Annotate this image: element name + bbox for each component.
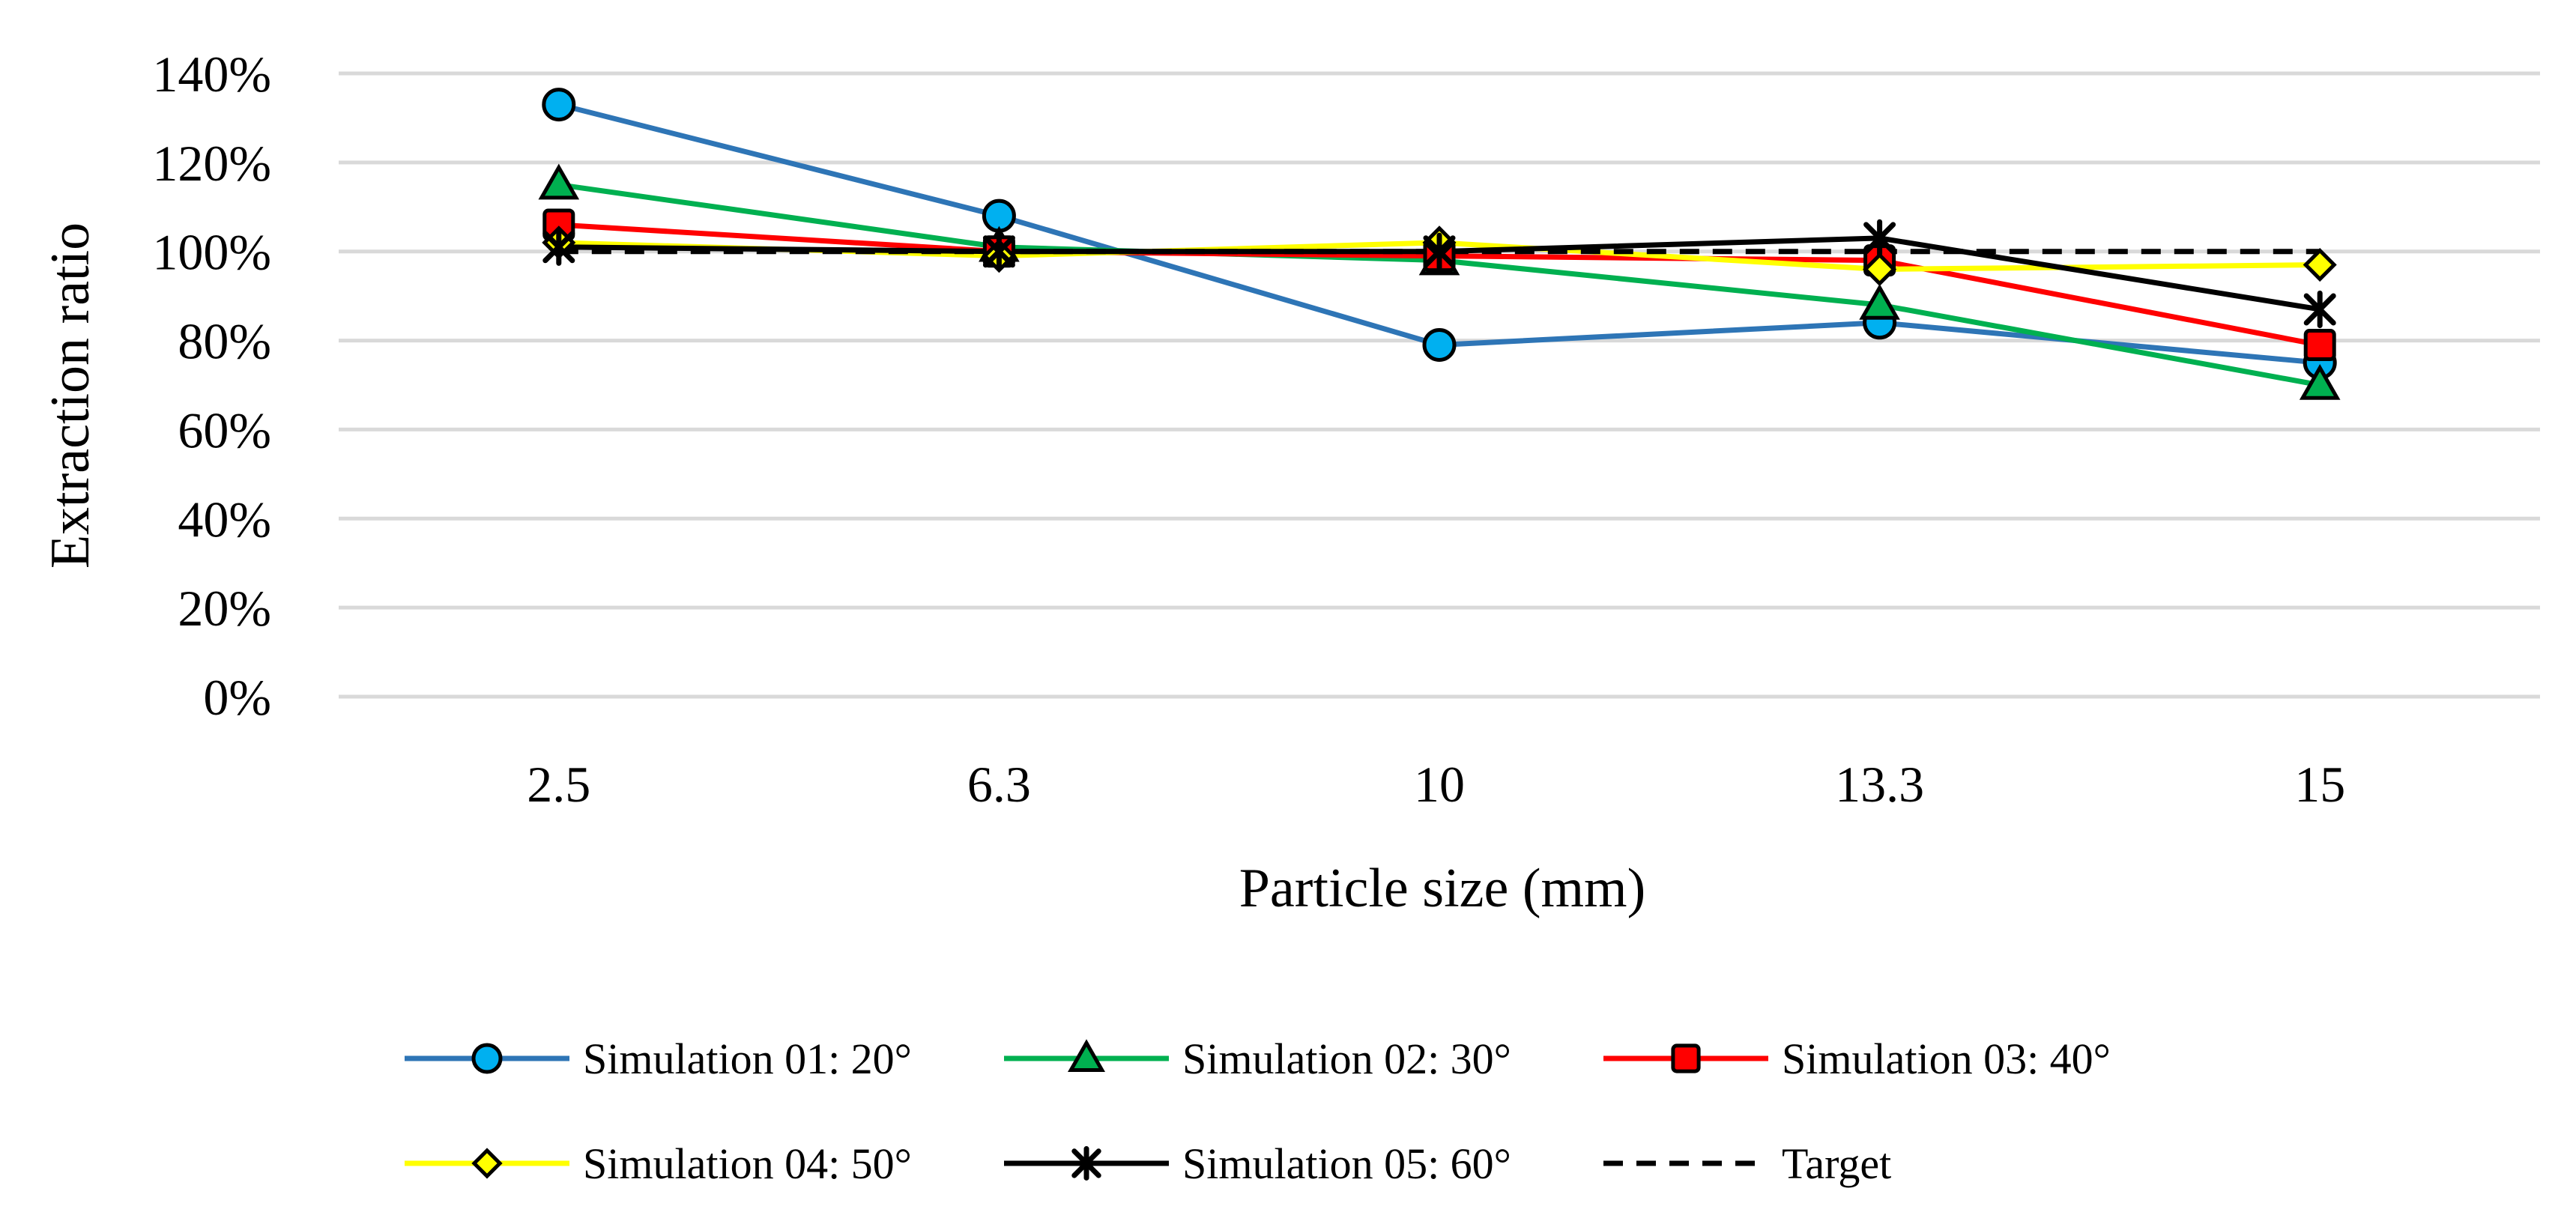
legend-marker-simulation-05-60 xyxy=(1071,1146,1101,1181)
data-point-simulation-05-60 xyxy=(982,232,1015,270)
x-tick-label: 10 xyxy=(1414,756,1465,813)
legend: Simulation 01: 20° Simulation 02: 30° Simu… xyxy=(405,1034,2111,1188)
y-tick-label: 20% xyxy=(178,580,271,637)
x-tick-label: 15 xyxy=(2294,756,2345,813)
x-tick-label: 13.3 xyxy=(1835,756,1924,813)
y-axis-title: Extraction ratio xyxy=(40,222,101,569)
legend-label-simulation-05-60: Simulation 05: 60° xyxy=(1182,1139,1511,1188)
data-point-simulation-01-20 xyxy=(1422,328,1457,363)
x-axis-title: Particle size (mm) xyxy=(1239,858,1645,919)
data-point-simulation-04-50 xyxy=(1863,252,1897,287)
data-point-simulation-02-30 xyxy=(1859,283,1900,320)
data-point-simulation-01-20 xyxy=(542,88,576,122)
legend-marker-simulation-02-30 xyxy=(1067,1039,1106,1073)
data-point-simulation-03-40 xyxy=(2303,329,2336,362)
y-tick-label: 120% xyxy=(152,135,271,192)
y-tick-label: 0% xyxy=(203,669,271,726)
y-tick-label: 40% xyxy=(178,491,271,548)
data-point-simulation-02-30 xyxy=(538,163,580,200)
legend-marker-simulation-01-20 xyxy=(471,1043,503,1074)
x-tick-label: 2.5 xyxy=(527,756,590,813)
data-point-simulation-05-60 xyxy=(2303,290,2336,329)
data-point-simulation-02-30 xyxy=(2299,363,2341,400)
data-point-simulation-05-60 xyxy=(1863,219,1896,257)
data-point-simulation-05-60 xyxy=(542,228,575,266)
data-point-simulation-05-60 xyxy=(1423,232,1456,270)
data-point-simulation-04-50 xyxy=(2303,248,2337,282)
x-axis-ticks: 2.5 6.3 10 13.3 15 xyxy=(527,756,2345,813)
series-markers xyxy=(538,88,2341,400)
gridlines xyxy=(339,71,2540,699)
y-tick-label: 60% xyxy=(178,402,271,458)
legend-label-simulation-03-40: Simulation 03: 40° xyxy=(1782,1034,2111,1083)
legend-marker-simulation-04-50 xyxy=(471,1148,503,1179)
legend-marker-simulation-03-40 xyxy=(1671,1043,1701,1073)
y-tick-label: 140% xyxy=(152,46,271,103)
y-axis-ticks: 0% 20% 40% 60% 80% 100% 120% 140% xyxy=(152,46,271,726)
legend-label-simulation-01-20: Simulation 01: 20° xyxy=(583,1034,912,1083)
legend-label-simulation-02-30: Simulation 02: 30° xyxy=(1182,1034,1511,1083)
legend-label-simulation-04-50: Simulation 04: 50° xyxy=(583,1139,912,1188)
y-tick-label: 100% xyxy=(152,224,271,281)
y-tick-label: 80% xyxy=(178,313,271,370)
legend-label-target: Target xyxy=(1782,1139,1891,1188)
x-tick-label: 6.3 xyxy=(967,756,1031,813)
